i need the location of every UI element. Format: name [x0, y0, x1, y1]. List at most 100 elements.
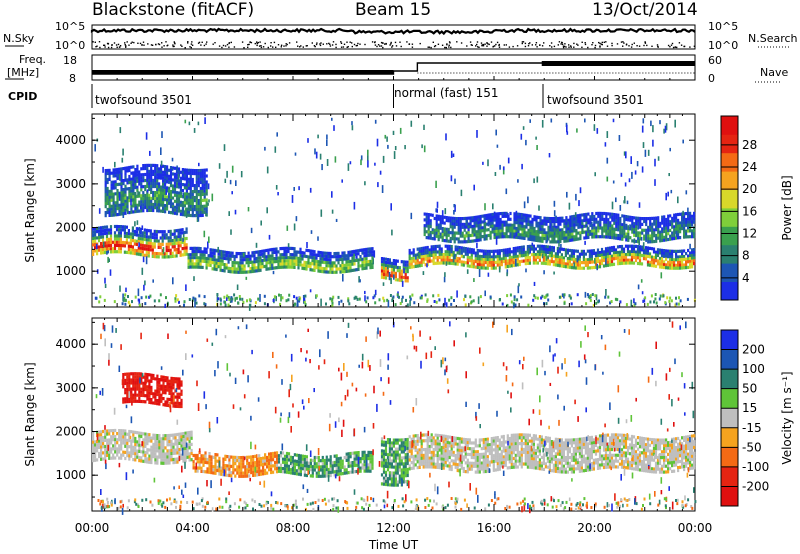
- power-echo-cell: [107, 241, 111, 245]
- power-echo-cell: [520, 251, 523, 255]
- power-echo-cell: [156, 176, 159, 180]
- power-echo-cell: [122, 182, 125, 186]
- power-echo-cell: [525, 216, 528, 220]
- power-echo-cell: [187, 198, 190, 202]
- velocity-echo-cell: [134, 436, 137, 441]
- power-echo-cell: [134, 180, 137, 184]
- power-echo-cell: [651, 237, 654, 241]
- power-echo-cell: [305, 267, 308, 271]
- power-echo-cell: [616, 256, 620, 260]
- power-clutter-cell: [298, 297, 301, 301]
- power-echo-cell: [575, 234, 578, 238]
- velocity-echo-cell: [106, 450, 109, 454]
- power-echo-cell: [103, 250, 107, 255]
- power-echo-cell: [428, 254, 431, 258]
- power-echo-cell: [185, 252, 188, 256]
- power-echo-cell: [367, 247, 370, 251]
- power-clutter-cell: [165, 296, 167, 300]
- power-echo-cell: [257, 253, 260, 257]
- power-echo-cell: [615, 233, 618, 237]
- nsearch-point: [163, 45, 165, 47]
- power-noise-cell: [553, 271, 555, 275]
- power-echo-cell: [679, 266, 682, 270]
- power-echo-cell: [139, 230, 142, 235]
- power-echo-cell: [683, 223, 686, 228]
- power-noise-cell: [164, 303, 166, 308]
- power-echo-cell: [572, 257, 575, 261]
- power-clutter-cell: [195, 301, 198, 305]
- power-echo-cell: [167, 239, 170, 243]
- power-echo-cell: [156, 185, 159, 189]
- velocity-echo-cell: [134, 440, 137, 444]
- power-echo-cell: [110, 180, 113, 184]
- velocity-echo-cell: [160, 458, 163, 462]
- power-noise-cell: [276, 132, 278, 137]
- power-echo-cell: [589, 232, 592, 236]
- power-echo-cell: [561, 236, 564, 241]
- power-echo-cell: [619, 222, 622, 226]
- velocity-echo-cell: [162, 458, 165, 462]
- power-echo-cell: [487, 213, 490, 217]
- power-echo-cell: [169, 202, 173, 206]
- power-echo-cell: [426, 257, 429, 261]
- power-echo-cell: [130, 171, 133, 175]
- power-echo-cell: [671, 225, 674, 229]
- power-echo-cell: [195, 181, 198, 185]
- power-echo-cell: [142, 179, 145, 183]
- power-echo-cell: [148, 187, 151, 191]
- power-echo-cell: [233, 254, 236, 259]
- power-echo-cell: [611, 215, 614, 219]
- nsearch-point: [622, 41, 624, 43]
- power-noise-cell: [682, 139, 684, 144]
- power-echo-cell: [138, 194, 141, 198]
- power-echo-cell: [532, 250, 535, 254]
- power-echo-cell: [142, 194, 145, 198]
- power-echo-cell: [610, 263, 614, 267]
- nsearch-point: [270, 42, 272, 44]
- power-echo-cell: [544, 250, 547, 254]
- power-echo-cell: [611, 236, 614, 240]
- velocity-echo-cell: [164, 452, 167, 456]
- power-echo-cell: [534, 261, 537, 265]
- power-clutter-cell: [391, 297, 394, 301]
- power-echo-cell: [275, 266, 278, 270]
- power-echo-cell: [616, 245, 620, 249]
- power-echo-cell: [613, 218, 616, 222]
- power-echo-cell: [599, 220, 602, 224]
- power-clutter-cell: [273, 295, 276, 299]
- power-echo-cell: [189, 246, 192, 250]
- power-echo-cell: [110, 171, 113, 175]
- nsearch-point: [173, 42, 176, 44]
- power-echo-cell: [203, 259, 206, 263]
- power-echo-cell: [459, 220, 462, 224]
- power-noise-cell: [331, 117, 333, 121]
- power-echo-cell: [267, 251, 270, 255]
- power-echo-cell: [532, 253, 535, 257]
- power-echo-cell: [485, 216, 488, 220]
- power-echo-cell: [125, 241, 128, 245]
- power-echo-cell: [646, 252, 650, 256]
- power-echo-cell: [513, 229, 516, 233]
- nsearch-point: [173, 41, 175, 43]
- power-echo-cell: [689, 214, 692, 218]
- velocity-echo-cell: [164, 458, 167, 462]
- power-echo-cell: [325, 264, 328, 268]
- velocity-echo-cell: [158, 437, 161, 441]
- power-echo-cell: [281, 262, 284, 266]
- power-echo-cell: [619, 225, 622, 229]
- power-echo-cell: [125, 225, 128, 229]
- power-echo-cell: [120, 200, 123, 204]
- power-echo-cell: [187, 201, 190, 205]
- power-echo-cell: [488, 252, 491, 256]
- power-echo-cell: [667, 232, 670, 236]
- power-echo-cell: [559, 228, 562, 232]
- power-echo-cell: [331, 270, 334, 274]
- velocity-echo-cell: [152, 455, 155, 459]
- power-noise-cell: [294, 152, 297, 156]
- power-noise-cell: [538, 205, 540, 211]
- power-echo-cell: [149, 242, 152, 246]
- power-echo-cell: [523, 228, 526, 232]
- power-echo-cell: [495, 227, 498, 231]
- velocity-echo-cell: [118, 450, 121, 454]
- power-echo-cell: [179, 188, 182, 192]
